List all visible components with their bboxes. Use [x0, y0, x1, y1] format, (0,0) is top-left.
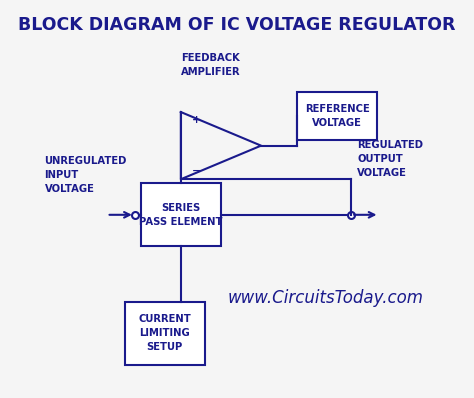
- Text: −: −: [192, 166, 201, 176]
- Bar: [297, 92, 377, 140]
- Text: FEEDBACK
AMPLIFIER: FEEDBACK AMPLIFIER: [181, 53, 240, 77]
- Bar: [141, 183, 221, 246]
- Text: REFERENCE
VOLTAGE: REFERENCE VOLTAGE: [305, 104, 370, 128]
- Text: CURRENT
LIMITING
SETUP: CURRENT LIMITING SETUP: [138, 314, 191, 352]
- Text: REGULATED
OUTPUT
VOLTAGE: REGULATED OUTPUT VOLTAGE: [357, 140, 423, 178]
- Text: +: +: [192, 115, 201, 125]
- Text: www.CircuitsToday.com: www.CircuitsToday.com: [227, 289, 423, 307]
- Text: BLOCK DIAGRAM OF IC VOLTAGE REGULATOR: BLOCK DIAGRAM OF IC VOLTAGE REGULATOR: [18, 16, 456, 34]
- Bar: [125, 302, 205, 365]
- Text: UNREGULATED
INPUT
VOLTAGE: UNREGULATED INPUT VOLTAGE: [45, 156, 127, 194]
- Text: SERIES
PASS ELEMENT: SERIES PASS ELEMENT: [139, 203, 223, 227]
